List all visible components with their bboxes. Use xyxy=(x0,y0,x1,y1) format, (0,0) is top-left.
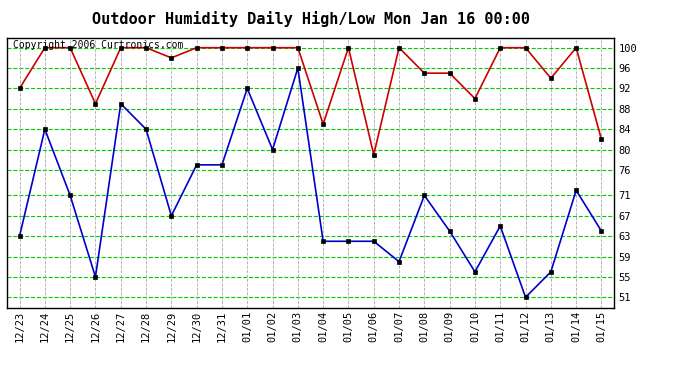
Text: Copyright 2006 Curtronics.com: Copyright 2006 Curtronics.com xyxy=(13,40,184,50)
Text: Outdoor Humidity Daily High/Low Mon Jan 16 00:00: Outdoor Humidity Daily High/Low Mon Jan … xyxy=(92,11,529,27)
